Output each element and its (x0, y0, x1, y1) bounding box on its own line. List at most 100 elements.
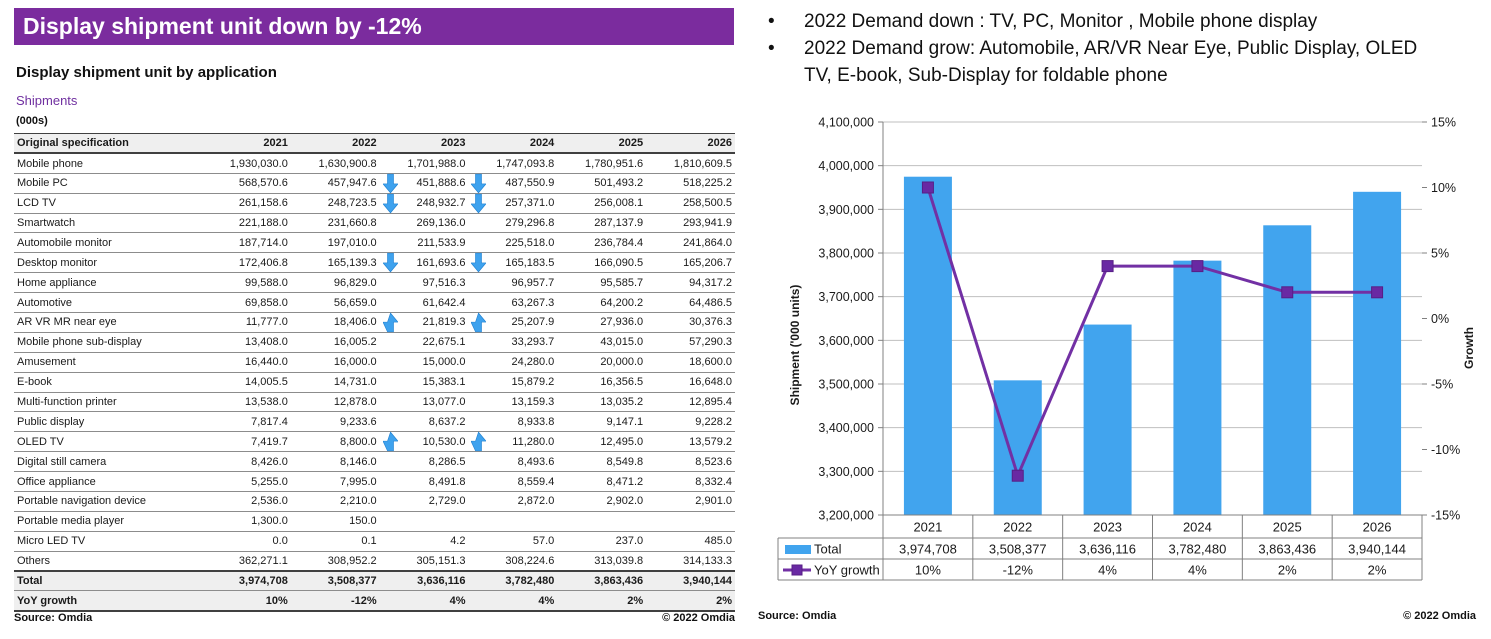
total-value-cell: 3,863,436 (1258, 542, 1316, 557)
left-footer: Source: Omdia © 2022 Omdia (14, 612, 735, 624)
row-label: Multi-function printer (14, 391, 202, 412)
cell-value: 165,206.7 (646, 252, 735, 273)
cell-value: 94,317.2 (646, 272, 735, 293)
page-title: Display shipment unit down by -12% (14, 8, 734, 45)
cell-value: 256,008.1 (557, 192, 647, 214)
cell-value: 97,516.3 (379, 272, 469, 293)
yoy-value-cell: 10% (915, 563, 941, 578)
bullet-list: • 2022 Demand down : TV, PC, Monitor , M… (762, 8, 1452, 89)
row-label: AR VR MR near eye (14, 312, 202, 333)
cell-value: 166,090.5 (557, 252, 647, 273)
cell-value: 485.0 (646, 530, 735, 552)
column-header: 2021 (202, 133, 291, 155)
table-row: Smartwatch 221,188.0 231,660.8 269,136.0 279… (14, 212, 735, 233)
cell-value: 64,486.5 (646, 292, 735, 313)
cell-value: 7,995.0 (290, 471, 380, 492)
shipment-table: Original specification 2021 2022 2023 2024 20… (14, 133, 735, 612)
left-axis-tick-label: 3,200,000 (818, 509, 874, 523)
cell-value: 1,701,988.0 (379, 152, 469, 174)
cell-value: 15,879.2 (468, 371, 558, 393)
cell-value: 4% (379, 590, 469, 612)
right-axis-title: Growth (1462, 327, 1476, 369)
yoy-marker-2023 (1101, 260, 1114, 273)
cell-value: 258,500.5 (646, 192, 735, 214)
cell-value: 15,000.0 (379, 351, 469, 373)
left-axis-tick-label: 3,300,000 (818, 465, 874, 479)
left-axis-tick-label: 3,800,000 (818, 247, 874, 261)
cell-value: 16,440.0 (202, 351, 291, 373)
cell-value: 27,936.0 (557, 312, 647, 333)
cell-value: 99,588.0 (202, 272, 291, 293)
row-label: Total (14, 570, 202, 591)
right-footer: Source: Omdia © 2022 Omdia (758, 610, 1476, 622)
cell-value: 161,693.6 (379, 252, 469, 273)
cell-value: 13,408.0 (202, 331, 291, 353)
cell-value: 568,570.6 (202, 172, 291, 194)
cell-value: 18,406.0 (290, 312, 380, 333)
left-axis-tick-label: 3,400,000 (818, 421, 874, 435)
cell-value: 20,000.0 (557, 351, 647, 373)
cell-value: 3,636,116 (379, 570, 469, 591)
column-header: 2024 (468, 133, 558, 155)
cell-value: 8,637.2 (379, 411, 469, 432)
left-axis-tick-label: 3,600,000 (818, 334, 874, 348)
cell-value: 487,550.9 (468, 172, 558, 194)
cell-value: 279,296.8 (468, 212, 558, 233)
cell-value: 8,146.0 (290, 451, 380, 472)
cell-value: 13,579.2 (646, 431, 735, 452)
cell-value: 16,005.2 (290, 331, 380, 353)
row-label: E-book (14, 371, 202, 393)
table-row: Micro LED TV 0.0 0.1 4.2 57.0 237.0 485.0 (14, 530, 735, 552)
yoy-legend-marker-icon (791, 564, 803, 576)
row-label: Automotive (14, 292, 202, 313)
x-axis-category-label: 2021 (913, 520, 942, 535)
cell-value: 9,147.1 (557, 411, 647, 432)
total-legend-label: Total (814, 542, 842, 557)
cell-value: 2,902.0 (557, 491, 647, 512)
cell-value: 8,426.0 (202, 451, 291, 472)
cell-value: 2,210.0 (290, 491, 380, 512)
cell-value: 4.2 (379, 530, 469, 552)
table-row: Mobile PC 568,570.6 457,947.6 451,888.6 487,… (14, 172, 735, 194)
row-label: Smartwatch (14, 212, 202, 233)
bar-2024 (1173, 260, 1222, 515)
yoy-marker-2024 (1191, 260, 1204, 273)
table-row: Desktop monitor 172,406.8 165,139.3 161,693… (14, 252, 735, 273)
bullet-icon: • (768, 11, 775, 32)
row-label: Portable media player (14, 510, 202, 532)
cell-value: 0.1 (290, 530, 380, 552)
cell-value: 8,559.4 (468, 471, 558, 492)
table-row: OLED TV 7,419.7 8,800.0 10,530.0 11,280.0 12,… (14, 431, 735, 452)
cell-value: 451,888.6 (379, 172, 469, 194)
cell-value: 16,000.0 (290, 351, 380, 373)
cell-value: 211,533.9 (379, 232, 469, 253)
left-axis-title: Shipment ('000 units) (788, 285, 802, 406)
cell-value: 1,780,951.6 (557, 152, 647, 174)
cell-value: 261,158.6 (202, 192, 291, 214)
left-axis-tick-label: 3,500,000 (818, 378, 874, 392)
total-value-cell: 3,782,480 (1168, 542, 1226, 557)
cell-value: 293,941.9 (646, 212, 735, 233)
trend-down-arrow-icon (382, 193, 398, 214)
cell-value: 248,723.5 (290, 192, 380, 214)
table-row: Portable media player 1,300.0 150.0 (14, 510, 735, 532)
combo-chart: 3,200,000 3,300,000 3,400,000 3,500,000 3,60… (777, 116, 1476, 581)
row-label: Mobile phone (14, 152, 202, 174)
right-axis-tick-label: -15% (1431, 509, 1460, 523)
cell-value: 225,518.0 (468, 232, 558, 253)
cell-value: 3,974,708 (202, 570, 291, 591)
cell-value: 518,225.2 (646, 172, 735, 194)
source-label: Source: Omdia (758, 610, 837, 622)
cell-value: 13,538.0 (202, 391, 291, 412)
right-axis-tick-label: 15% (1431, 116, 1456, 130)
yoy-marker-2026 (1371, 286, 1384, 299)
cell-value: 18,600.0 (646, 351, 735, 373)
yoy-value-cell: 4% (1188, 563, 1207, 578)
cell-value: 1,747,093.8 (468, 152, 558, 174)
trend-down-arrow-icon (471, 173, 487, 194)
row-label: Mobile phone sub-display (14, 331, 202, 353)
yoy-legend-label: YoY growth (814, 563, 880, 578)
cell-value (557, 510, 647, 532)
cell-value: 8,471.2 (557, 471, 647, 492)
cell-value: 16,648.0 (646, 371, 735, 393)
